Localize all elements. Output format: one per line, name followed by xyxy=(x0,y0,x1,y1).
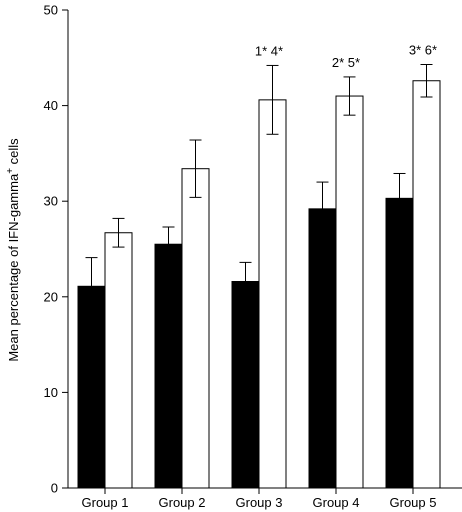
y-tick-label: 50 xyxy=(44,3,58,18)
significance-annotation: 3* 6* xyxy=(409,42,437,57)
y-tick-label: 10 xyxy=(44,385,58,400)
y-tick-label: 0 xyxy=(51,481,58,496)
y-axis-title-tail: cells xyxy=(6,138,21,168)
y-tick-label: 40 xyxy=(44,98,58,113)
significance-annotation: 1* 4* xyxy=(255,43,283,58)
bar-filled xyxy=(308,208,337,489)
y-axis-title: Mean percentage of IFN-gamma+ cells xyxy=(5,138,21,362)
y-axis-title-main: Mean percentage of IFN-gamma xyxy=(6,173,21,362)
bar-filled xyxy=(231,281,260,489)
x-tick-label: Group 2 xyxy=(159,495,206,510)
bar-filled xyxy=(77,285,106,489)
bar-open xyxy=(181,168,210,489)
y-tick-label: 30 xyxy=(44,194,58,209)
x-tick-label: Group 3 xyxy=(236,495,283,510)
x-tick-label: Group 1 xyxy=(82,495,129,510)
y-axis-title-superscript: + xyxy=(5,168,16,174)
bar-filled xyxy=(385,197,414,489)
y-tick-label: 20 xyxy=(44,289,58,304)
bar-open xyxy=(104,232,133,489)
bar-open xyxy=(412,80,441,489)
x-tick-label: Group 4 xyxy=(313,495,360,510)
bar-open xyxy=(335,95,364,489)
x-tick-label: Group 5 xyxy=(390,495,437,510)
bar-open xyxy=(258,99,287,489)
significance-annotation: 2* 5* xyxy=(332,55,360,70)
plot-area: 0 10 20 30 40 50 Group 1 Group 2 Group 3 1* 4* Gro… xyxy=(44,3,462,510)
bar-filled xyxy=(154,243,183,489)
